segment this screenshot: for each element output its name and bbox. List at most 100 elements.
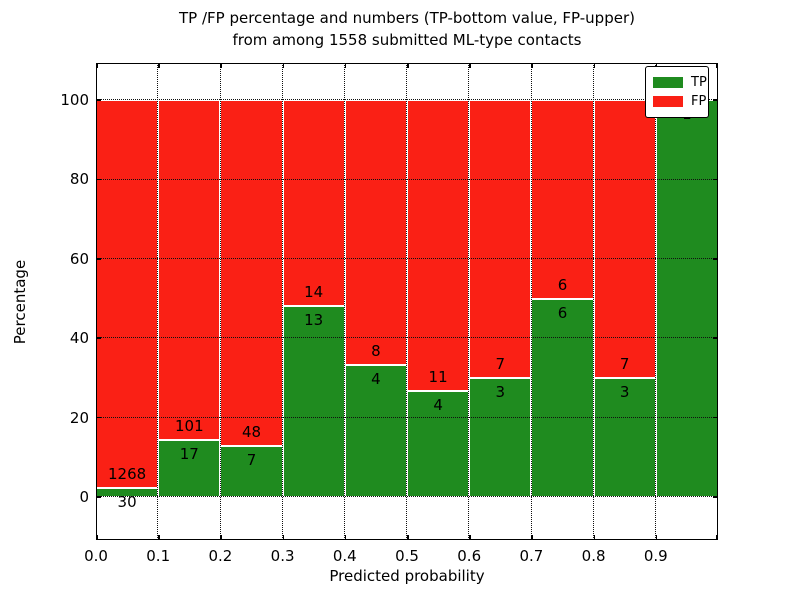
tp-bar-segment (344, 364, 407, 497)
chart-title-line1: TP /FP percentage and numbers (TP-bottom… (179, 9, 635, 27)
x-tick-mark (407, 535, 409, 540)
x-tick-label: 0.9 (643, 547, 668, 565)
fp-legend-swatch (653, 96, 683, 107)
y-tick-mark (96, 99, 101, 101)
plot-area: TP FP 126830101174871413841147366731 (96, 63, 718, 540)
x-tick-label: 0.6 (457, 547, 482, 565)
y-tick-mark (96, 178, 101, 181)
y-tick-mark (96, 258, 101, 260)
x-tick-label: 0.7 (519, 547, 544, 565)
vertical-gridline (592, 63, 594, 540)
y-tick-label: 40 (69, 329, 89, 348)
tp-count-label: 4 (371, 369, 381, 388)
vertical-gridline (157, 63, 159, 540)
x-tick-mark (96, 535, 98, 540)
tp-bar-segment (469, 377, 532, 497)
x-tick-mark (531, 63, 533, 68)
legend-item-fp: FP (653, 92, 706, 111)
vertical-gridline (219, 63, 221, 540)
fp-bar-segment (158, 100, 221, 440)
tp-count-label: 6 (557, 303, 568, 322)
legend-item-tp: TP (653, 73, 707, 92)
x-tick-label: 0.1 (146, 547, 171, 565)
vertical-gridline (655, 63, 656, 540)
y-tick-label: 0 (79, 488, 89, 506)
fp-count-label: 14 (304, 282, 324, 301)
x-axis-label: Predicted probability (329, 567, 485, 585)
tp-legend-label: TP (691, 75, 707, 90)
tp-bar-segment (407, 391, 470, 497)
fp-count-label: 1268 (108, 464, 147, 483)
tp-bar-segment (158, 439, 221, 497)
tp-count-label: 13 (304, 310, 324, 329)
fp-bar-segment (220, 100, 283, 447)
y-tick-mark (713, 99, 718, 101)
y-tick-mark (713, 258, 718, 260)
tp-count-label: 30 (117, 492, 137, 511)
vertical-gridline (530, 63, 532, 540)
vertical-gridline (281, 63, 283, 540)
y-tick-mark (96, 496, 101, 498)
fp-bar-segment (344, 100, 407, 365)
fp-bar-segment (407, 100, 470, 392)
x-tick-mark (716, 63, 718, 68)
y-tick-mark (96, 337, 101, 339)
x-tick-mark (407, 63, 409, 68)
x-tick-label: 0.5 (395, 547, 419, 565)
tp-bar-segment (593, 377, 656, 497)
fp-count-label: 101 (174, 416, 204, 435)
x-tick-mark (158, 63, 160, 68)
x-tick-mark (469, 535, 471, 540)
x-tick-label: 0.3 (270, 547, 295, 565)
tp-count-label: 4 (433, 396, 443, 415)
x-tick-mark (220, 63, 222, 68)
fp-count-label: 48 (241, 423, 262, 442)
tp-legend-swatch (653, 77, 683, 88)
x-tick-mark (655, 535, 658, 540)
x-tick-mark (96, 63, 98, 68)
fp-bar-segment (469, 100, 532, 378)
fp-bar-segment (593, 100, 656, 378)
x-tick-label: 0.2 (208, 547, 233, 565)
tp-count-label: 7 (246, 451, 257, 470)
y-tick-label: 100 (60, 91, 89, 109)
fp-count-label: 6 (557, 275, 568, 294)
x-tick-mark (716, 535, 718, 540)
x-tick-label: 0.8 (581, 547, 606, 565)
chart-title: TP /FP percentage and numbers (TP-bottom… (96, 7, 718, 51)
y-axis-label: Percentage (11, 259, 29, 345)
x-tick-label: 0.0 (84, 547, 108, 565)
y-tick-label: 20 (69, 408, 89, 427)
chart-title-line2: from among 1558 submitted ML-type contac… (232, 31, 582, 49)
tp-count-label: 3 (495, 382, 506, 401)
y-tick-mark (96, 416, 101, 419)
tp-bar-segment (655, 100, 718, 497)
tp-bar-segment (531, 298, 594, 497)
x-tick-label: 0.4 (332, 547, 357, 565)
x-tick-mark (655, 63, 658, 68)
y-tick-mark (713, 337, 718, 339)
y-tick-mark (713, 178, 718, 181)
vertical-gridline (344, 63, 345, 540)
x-tick-mark (344, 535, 347, 540)
fp-legend-label: FP (691, 94, 707, 109)
y-tick-mark (713, 496, 718, 498)
x-tick-mark (593, 535, 596, 540)
fp-bar-segment (96, 100, 159, 488)
fp-count-label: 11 (428, 368, 448, 387)
x-tick-mark (282, 535, 285, 540)
x-tick-mark (158, 535, 160, 540)
vertical-gridline (406, 63, 408, 540)
x-tick-mark (282, 63, 285, 68)
x-tick-mark (593, 63, 596, 68)
fp-bar-segment (282, 100, 345, 306)
fp-count-label: 7 (495, 354, 506, 373)
x-tick-mark (220, 535, 222, 540)
y-tick-label: 80 (69, 170, 89, 189)
fp-bar-segment (531, 100, 594, 299)
x-tick-mark (531, 535, 533, 540)
fp-count-label: 7 (619, 354, 630, 373)
vertical-gridline (468, 63, 470, 540)
tp-count-label: 17 (179, 444, 199, 463)
